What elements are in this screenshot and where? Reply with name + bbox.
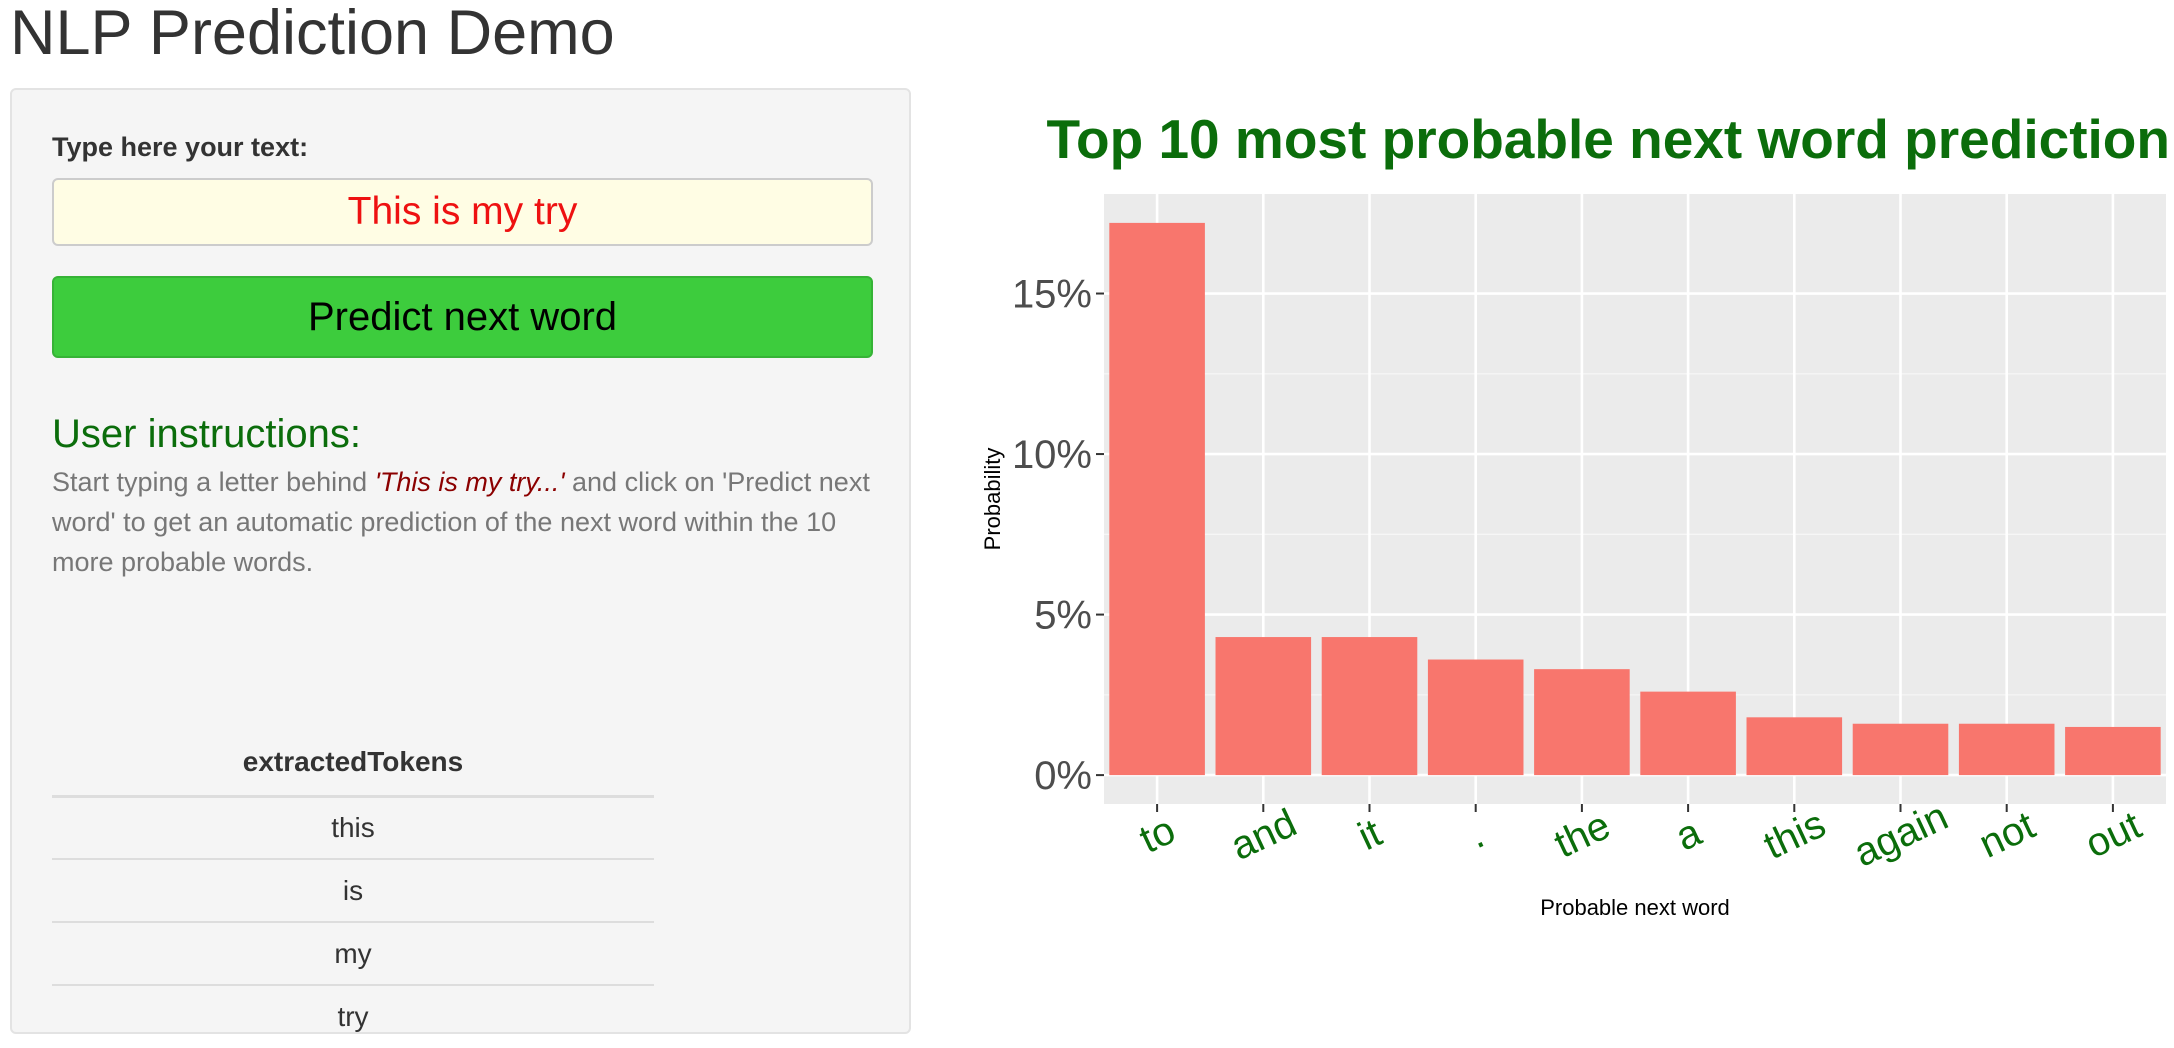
bar-6 [1640, 691, 1736, 776]
bar-10 [2065, 726, 2161, 776]
x-tick-label: out [2079, 803, 2148, 866]
instructions-heading: User instructions: [52, 412, 361, 456]
table-row: is [52, 859, 654, 923]
table-cell: my [52, 922, 654, 986]
table-header-extracted-tokens: extractedTokens [52, 730, 654, 798]
bar-4 [1427, 659, 1524, 776]
table-row: try [52, 985, 654, 1048]
bar-5 [1534, 669, 1630, 776]
instructions-text: Start typing a letter behind 'This is my… [52, 462, 882, 582]
y-axis-title: Probability [980, 448, 1005, 551]
table-cell: try [337, 1001, 369, 1032]
y-tick-label: 10% [1012, 433, 1092, 477]
x-tick-label: and [1224, 801, 1303, 869]
instructions-text-before: Start typing a letter behind [52, 467, 375, 497]
instructions-quote: 'This is my try...' [374, 467, 565, 497]
prediction-chart: Top 10 most probable next word predictio… [960, 108, 2170, 940]
bar-1 [1109, 222, 1205, 776]
y-tick-label: 15% [1012, 273, 1092, 317]
table-cell: is [52, 859, 654, 923]
sidebar-panel: Type here your text: Predict next word U… [10, 88, 911, 1034]
text-input[interactable] [52, 178, 873, 246]
predict-next-word-button[interactable]: Predict next word [52, 276, 873, 358]
x-tick-label: it [1352, 811, 1389, 859]
extracted-tokens-table: extractedTokens this is my try [52, 730, 654, 1048]
chart-title: Top 10 most probable next word predictio… [1046, 110, 2170, 170]
bar-8 [1852, 723, 1949, 776]
x-axis-title: Probable next word [1540, 895, 1730, 920]
bar-9 [1958, 723, 2055, 776]
x-tick-label: this [1757, 802, 1832, 868]
bar-2 [1215, 637, 1312, 776]
y-tick-label: 5% [1034, 594, 1092, 638]
x-tick-label: . [1462, 813, 1491, 858]
page-title: NLP Prediction Demo [10, 0, 615, 68]
table-header-row: extractedTokens [52, 730, 654, 798]
bar-chart: Top 10 most probable next word predictio… [980, 108, 2170, 920]
x-tick-label: to [1133, 808, 1182, 862]
table-row: this [52, 796, 654, 860]
table-cell: this [52, 796, 654, 860]
y-tick-label: 0% [1034, 754, 1092, 798]
instructions-text-after: and click on 'Predict next word' to get … [52, 467, 870, 577]
bar-3 [1321, 637, 1418, 776]
x-tick-label: a [1669, 810, 1708, 860]
x-tick-label: not [1973, 803, 2042, 866]
text-input-label: Type here your text: [52, 132, 309, 162]
table-row: my [52, 922, 654, 986]
bar-7 [1746, 717, 1843, 776]
x-tick-label: the [1548, 803, 1617, 866]
